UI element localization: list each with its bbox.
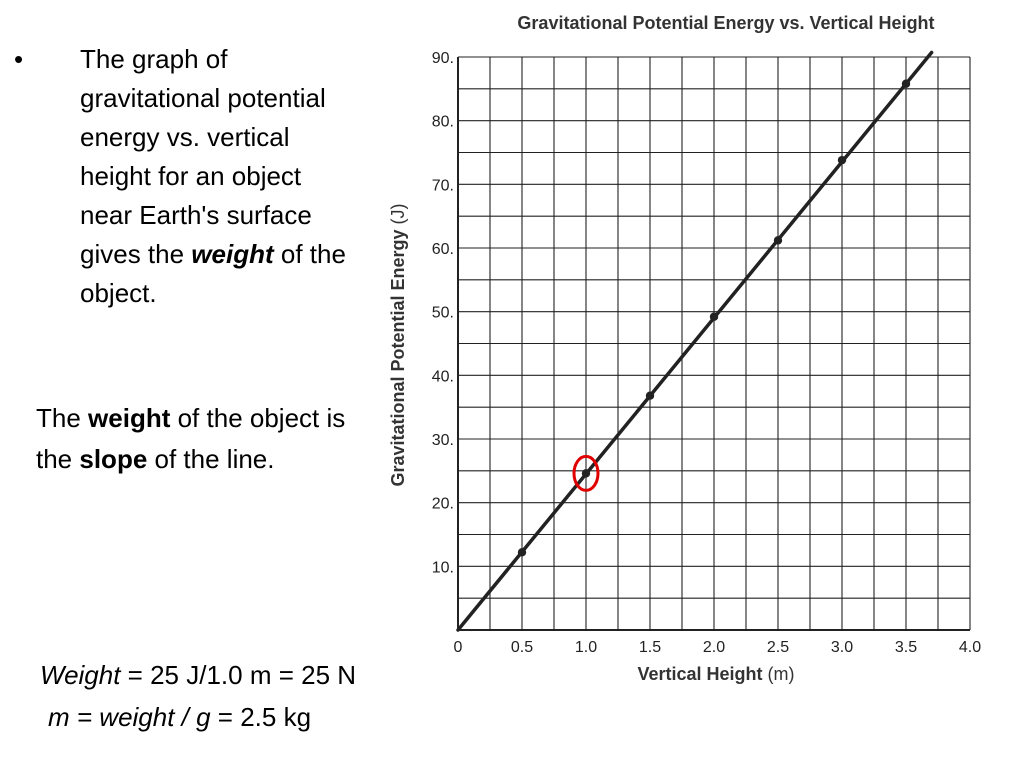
data-series <box>456 50 934 632</box>
slope-text-2: of the object is the <box>36 403 346 474</box>
weight-equation: Weight = 25 J/1.0 m = 25 N <box>40 655 356 695</box>
series-line <box>456 50 934 632</box>
x-tick-label: 0 <box>454 639 463 656</box>
y-tick-labels: 10. 20. 30. 40. 50. 60. 70. 80. 90. <box>432 50 454 576</box>
y-tick-label: 50. <box>432 305 454 322</box>
y-tick-label: 20. <box>432 496 454 513</box>
data-point <box>773 236 783 245</box>
x-tick-label: 1.5 <box>639 639 661 656</box>
highlight-circle <box>572 454 600 492</box>
x-tick-label: 2.5 <box>767 639 789 656</box>
y-tick-label: 80. <box>432 114 454 131</box>
bullet-symbol: • <box>14 44 24 74</box>
mass-equation-value: = 2.5 kg <box>210 702 312 732</box>
y-tick-label: 10. <box>432 559 454 576</box>
y-axis-label-text: Gravitational Potential Energy <box>388 229 408 486</box>
y-tick-label: 30. <box>432 432 454 449</box>
bullet-paragraph: The graph of gravitational potential ene… <box>80 40 360 313</box>
slope-text-3: of the line. <box>147 444 275 474</box>
x-tick-label: 0.5 <box>511 639 533 656</box>
x-tick-labels: 0 0.5 1.0 1.5 2.0 2.5 3.0 3.5 4.0 <box>454 639 982 656</box>
chart-title: Gravitational Potential Energy vs. Verti… <box>517 13 934 33</box>
chart-grid <box>457 56 971 631</box>
mass-equation: m = weight / g = 2.5 kg <box>48 697 311 737</box>
y-tick-label: 40. <box>432 368 454 385</box>
data-point <box>581 469 591 478</box>
data-point <box>837 155 847 165</box>
bullet-text-emphasis: weight <box>191 239 274 269</box>
x-axis-label-text: Vertical Height <box>637 664 762 684</box>
x-axis-unit-text: (m) <box>768 664 795 684</box>
y-tick-label: 60. <box>432 241 454 258</box>
x-tick-label: 3.5 <box>895 639 917 656</box>
x-axis-label: Vertical Height (m) <box>637 664 794 684</box>
slope-bold-slope: slope <box>79 444 148 474</box>
y-axis-unit-text: (J) <box>388 203 408 224</box>
bullet-text-after: of the object. <box>80 239 346 308</box>
weight-equation-label: Weight <box>40 660 121 690</box>
weight-equation-value: = 25 J/1.0 m = 25 N <box>120 660 357 690</box>
slope-statement: The weight of the object is the slope of… <box>36 398 356 480</box>
x-tick-label: 1.0 <box>575 639 597 656</box>
y-tick-label: 90. <box>432 50 454 67</box>
slope-text-1: The <box>36 403 89 433</box>
y-axis-label: Gravitational Potential Energy (J) <box>388 203 408 486</box>
bullet-text-before: The graph of gravitational potential ene… <box>80 44 326 269</box>
data-point <box>645 391 655 400</box>
x-tick-label: 3.0 <box>831 639 853 656</box>
data-point <box>901 79 911 88</box>
y-tick-label: 70. <box>432 177 454 194</box>
mass-equation-label: m = weight / g <box>48 702 211 732</box>
data-point <box>517 548 527 557</box>
slope-bold-weight: weight <box>88 403 171 433</box>
data-point <box>709 312 719 321</box>
x-tick-label: 4.0 <box>959 639 981 656</box>
x-tick-label: 2.0 <box>703 639 725 656</box>
